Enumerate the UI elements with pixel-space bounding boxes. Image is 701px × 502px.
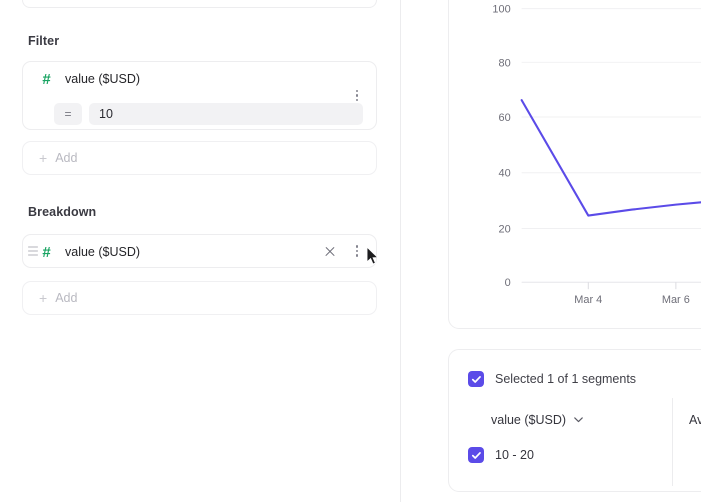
breakdown-field-name: value ($USD) bbox=[65, 245, 141, 259]
svg-text:0: 0 bbox=[505, 277, 511, 289]
hash-icon: # bbox=[42, 70, 51, 88]
svg-text:60: 60 bbox=[499, 112, 511, 124]
breakdown-row-card[interactable]: # value ($USD) bbox=[22, 234, 377, 268]
line-chart-card: 100 80 60 40 20 0 Mar 4 Mar 6 bbox=[448, 0, 701, 329]
select-all-checkbox[interactable] bbox=[468, 371, 484, 387]
svg-text:100: 100 bbox=[492, 4, 510, 16]
plus-icon: + bbox=[39, 290, 48, 306]
filter-condition-row: = 10 bbox=[23, 96, 376, 131]
query-builder-panel: Filter # value ($USD) = 10 + Add Breakdo… bbox=[0, 0, 401, 502]
chart-series-line bbox=[520, 99, 701, 217]
svg-text:20: 20 bbox=[499, 223, 511, 235]
hash-icon: # bbox=[42, 243, 51, 261]
filter-row-more-options-icon[interactable] bbox=[350, 88, 364, 104]
add-breakdown-button[interactable]: + Add bbox=[22, 281, 377, 315]
chart-gridlines bbox=[521, 8, 701, 283]
segments-right-column-header: Av bbox=[689, 413, 701, 427]
filter-section-label: Filter bbox=[28, 34, 60, 48]
segment-list-item[interactable]: 10 - 20 bbox=[468, 447, 534, 463]
svg-text:40: 40 bbox=[499, 168, 511, 180]
breakdown-row-header: # value ($USD) bbox=[23, 235, 376, 269]
remove-breakdown-icon[interactable] bbox=[323, 244, 337, 258]
chevron-down-icon bbox=[574, 417, 583, 423]
svg-text:80: 80 bbox=[499, 57, 511, 69]
add-filter-button[interactable]: + Add bbox=[22, 141, 377, 175]
segments-column-divider bbox=[672, 398, 673, 486]
filter-row-card[interactable]: # value ($USD) = 10 bbox=[22, 61, 377, 130]
filter-value-input[interactable]: 10 bbox=[89, 102, 363, 125]
plus-icon: + bbox=[39, 150, 48, 166]
segment-column-label: value ($USD) bbox=[491, 413, 567, 427]
select-all-label: Selected 1 of 1 segments bbox=[495, 372, 637, 386]
drag-handle-icon[interactable] bbox=[28, 246, 38, 256]
chart-x-axis-labels: Mar 4 Mar 6 bbox=[574, 282, 690, 306]
filter-operator-select[interactable]: = bbox=[54, 102, 82, 125]
segment-label: 10 - 20 bbox=[495, 448, 534, 462]
svg-text:Mar 6: Mar 6 bbox=[662, 294, 690, 306]
results-panel: 100 80 60 40 20 0 Mar 4 Mar 6 bbox=[401, 0, 701, 502]
segment-checkbox[interactable] bbox=[468, 447, 484, 463]
chart-y-axis-labels: 100 80 60 40 20 0 bbox=[492, 4, 510, 290]
add-breakdown-label: Add bbox=[55, 291, 78, 305]
filter-field-name: value ($USD) bbox=[65, 72, 141, 86]
svg-text:Mar 4: Mar 4 bbox=[574, 294, 602, 306]
segment-column-header[interactable]: value ($USD) bbox=[491, 413, 583, 427]
filter-row-header: # value ($USD) bbox=[23, 62, 376, 96]
select-all-segments-row[interactable]: Selected 1 of 1 segments bbox=[468, 371, 636, 387]
breakdown-section-label: Breakdown bbox=[28, 205, 97, 219]
line-chart[interactable]: 100 80 60 40 20 0 Mar 4 Mar 6 bbox=[449, 0, 701, 328]
add-filter-label: Add bbox=[55, 151, 78, 165]
breakdown-row-more-options-icon[interactable] bbox=[350, 243, 364, 259]
segments-card: Selected 1 of 1 segments value ($USD) 10… bbox=[448, 349, 701, 492]
scrolled-off-card bbox=[22, 0, 377, 8]
